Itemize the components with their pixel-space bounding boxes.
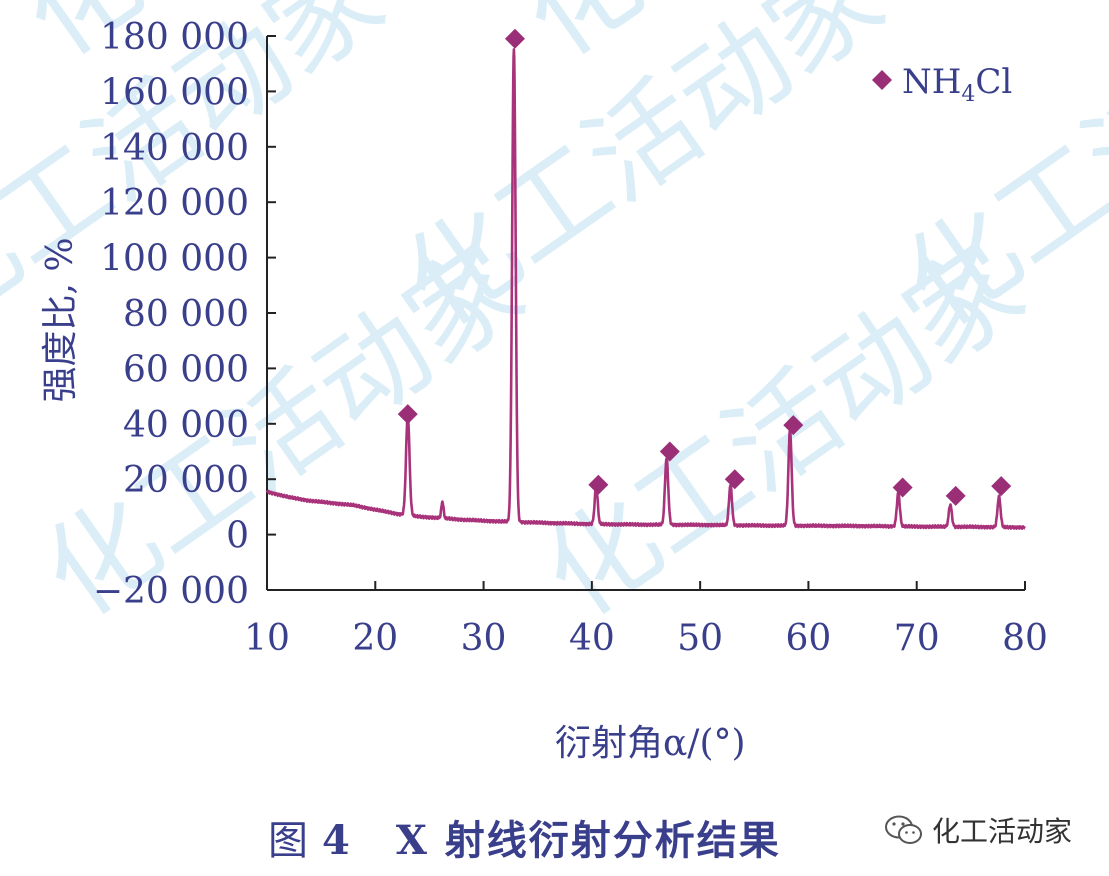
y-tick-label: 180 000: [100, 17, 249, 58]
legend-label: NH4Cl: [902, 62, 1012, 107]
peak-marker: [588, 474, 609, 495]
x-tick-label: 50: [677, 618, 723, 659]
y-tick-label: 20 000: [123, 460, 249, 501]
caption-text: X 射线衍射分析结果: [395, 817, 781, 864]
y-tick-label: 140 000: [100, 128, 249, 169]
peak-marker: [724, 469, 745, 490]
x-tick-label: 30: [461, 618, 507, 659]
y-tick-label: 0: [226, 516, 249, 557]
caption-label: 图: [268, 818, 310, 864]
x-tick-label: 10: [244, 618, 290, 659]
x-axis-label: 衍射角α/(°): [555, 723, 746, 764]
caption-number: 4: [322, 817, 352, 864]
peak-marker: [991, 476, 1012, 497]
source-badge: 化工活动家: [884, 810, 1072, 850]
y-tick-label: 120 000: [100, 183, 249, 224]
y-axis-label: 强度比, %: [40, 237, 81, 402]
peak-marker: [397, 404, 418, 425]
peak-marker: [945, 485, 966, 506]
x-tick-label: 20: [352, 618, 398, 659]
wechat-icon: [885, 815, 922, 844]
xrd-series-line: [265, 48, 1026, 530]
peak-marker: [783, 415, 804, 436]
peak-marker: [892, 477, 913, 498]
source-name: 化工活动家: [932, 815, 1073, 848]
peak-marker: [659, 441, 680, 462]
y-tick-label: 100 000: [100, 239, 249, 280]
x-tick-label: 70: [894, 618, 940, 659]
x-tick-label: 60: [786, 618, 832, 659]
y-tick-label: 160 000: [100, 72, 249, 113]
x-tick-label: 40: [569, 618, 615, 659]
y-tick-label: 80 000: [123, 294, 249, 335]
y-tick-label: 40 000: [123, 405, 249, 446]
x-tick-label: 80: [1002, 618, 1048, 659]
y-tick-label: −20 000: [93, 571, 249, 612]
y-tick-label: 60 000: [123, 349, 249, 390]
peak-marker: [504, 28, 525, 49]
legend-marker: [872, 70, 892, 90]
